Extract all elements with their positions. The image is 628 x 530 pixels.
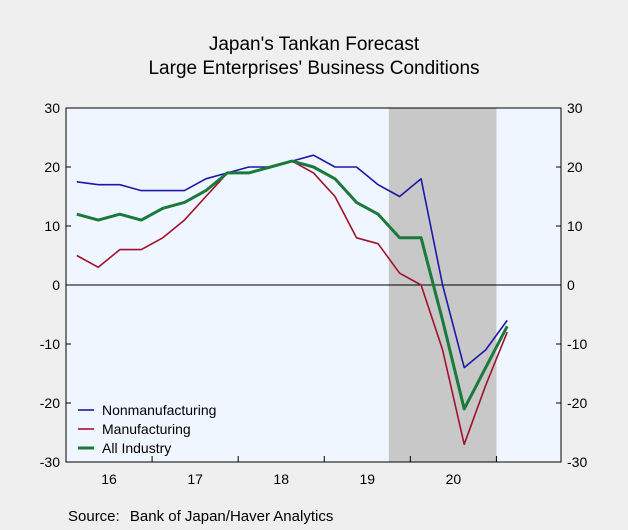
legend-label: Manufacturing xyxy=(102,421,191,437)
y-tick-label-left: -30 xyxy=(40,454,60,470)
x-tick-label: 18 xyxy=(273,471,289,487)
y-tick-label-right: -20 xyxy=(567,395,587,411)
series-line-all-industry xyxy=(76,159,509,411)
y-tick-label-right: 0 xyxy=(567,277,575,293)
y-tick-label-right: 20 xyxy=(567,159,583,175)
y-tick-label-left: -20 xyxy=(40,395,60,411)
y-tick-label-left: 0 xyxy=(52,277,60,293)
chart-title: Japan's Tankan Forecast xyxy=(208,34,420,55)
y-tick-label-left: -10 xyxy=(40,336,60,352)
legend-label: Nonmanufacturing xyxy=(102,402,216,418)
y-tick-label-right: 30 xyxy=(567,100,583,116)
x-tick-label: 20 xyxy=(446,471,462,487)
y-tick-label-left: 10 xyxy=(44,218,60,234)
legend-label: All Industry xyxy=(102,440,171,456)
x-tick-label: 16 xyxy=(101,471,117,487)
x-tick-label: 17 xyxy=(187,471,203,487)
source-note: Source: Bank of Japan/Haver Analytics xyxy=(68,508,339,525)
y-tick-label-right: 10 xyxy=(567,218,583,234)
y-tick-label-left: 30 xyxy=(44,100,60,116)
y-tick-label-right: -10 xyxy=(567,336,587,352)
y-tick-label-right: -30 xyxy=(567,454,587,470)
chart-subtitle: Large Enterprises' Business Conditions xyxy=(148,58,480,79)
x-tick-label: 19 xyxy=(360,471,376,487)
source-label: Source: xyxy=(68,508,120,525)
source-text: Bank of Japan/Haver Analytics xyxy=(129,508,334,525)
y-tick-label-left: 20 xyxy=(44,159,60,175)
